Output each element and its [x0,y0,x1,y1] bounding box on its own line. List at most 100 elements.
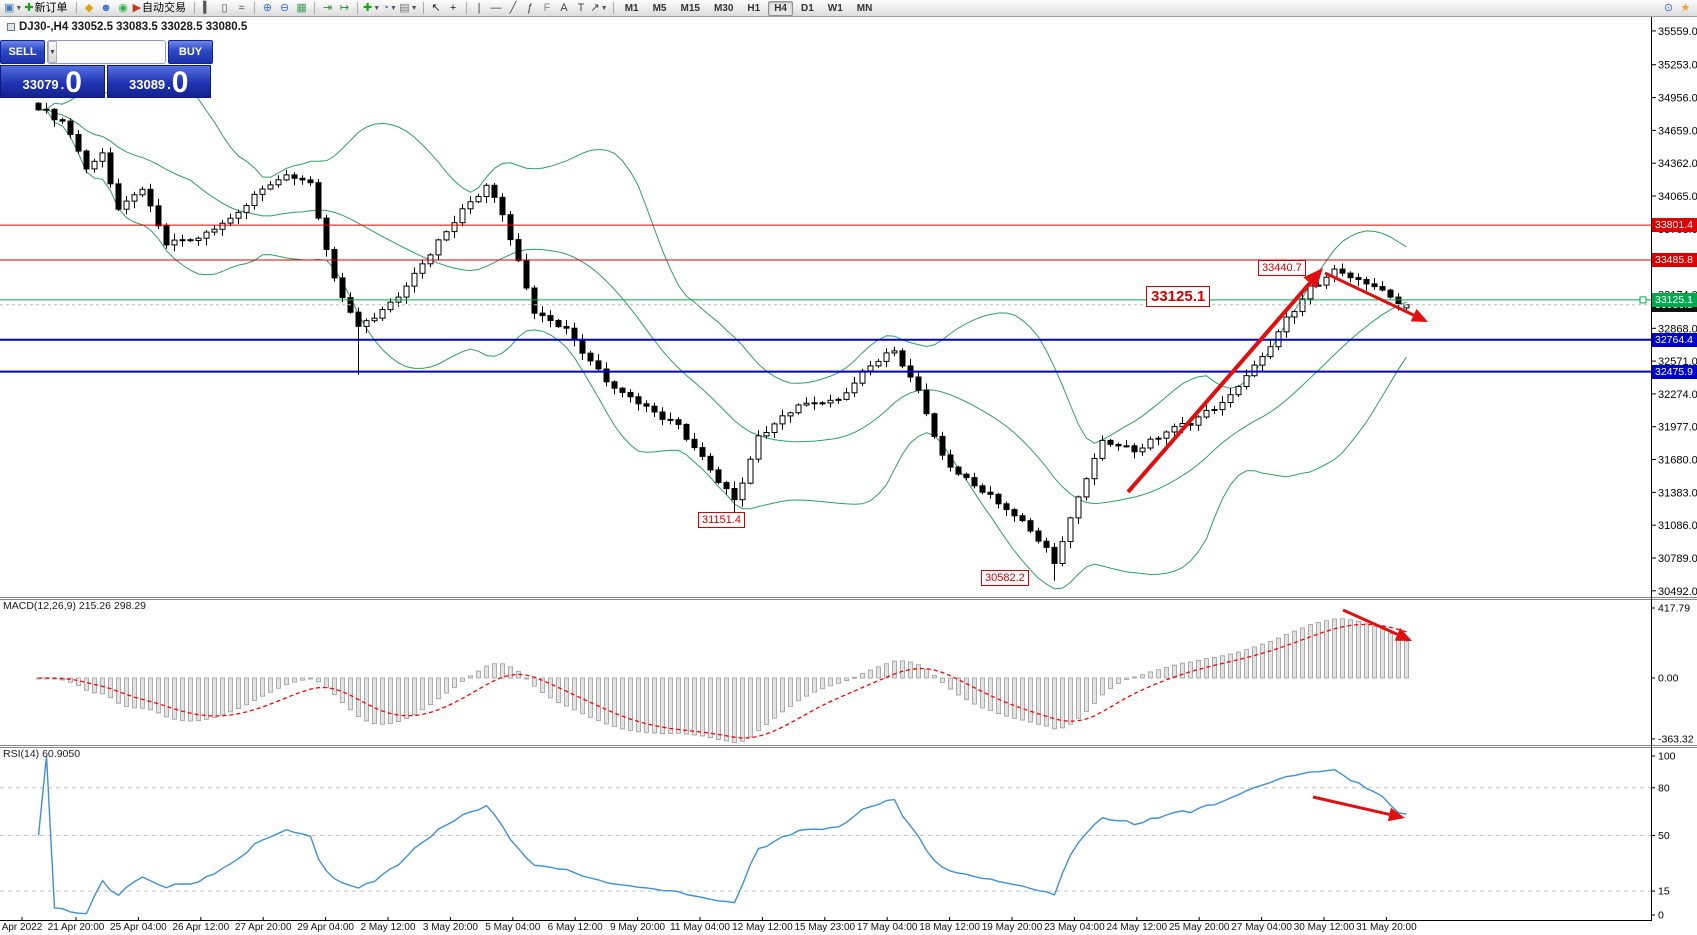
price-tick: 35559.0 [1658,26,1697,38]
price-label-31151[interactable]: 31151.4 [698,512,745,528]
lot-size-control: ▼ ▲ [47,40,166,64]
candles[interactable] [35,102,1410,581]
new-order-button[interactable]: ✚ 新订单 [24,1,68,14]
buy-price-pips: 0 [171,66,189,99]
timeframe-button-m30[interactable]: M30 [713,2,734,14]
macd-down-arrow-head [1394,628,1412,641]
price-axis[interactable]: 35559.0 35253.0 34956.0 34659.0 34362.0 34065… [1651,26,1697,598]
periods-icon[interactable]: ◔ ▼ [382,1,397,14]
autotrading-button-label: 自动交易 [142,1,187,14]
buy-price-dot: . [167,77,171,92]
bar-chart-icon[interactable]: ▍ [203,1,212,14]
timeframe-button-h4[interactable]: H4 [768,0,793,16]
horizontal-line-icon[interactable]: — [490,1,502,14]
macd-tick: 0.00 [1658,673,1679,685]
timeframe-button-m1[interactable]: M1 [624,2,639,14]
styler-icon[interactable]: ◆ [84,1,94,14]
lot-decrease-button[interactable]: ▼ [48,41,57,63]
price-tick: 33768.0 [1658,224,1697,236]
channel-icon[interactable]: F [543,1,551,14]
price-label-33440[interactable]: 33440.7 [1258,260,1306,276]
chart-window-icon[interactable]: ▣ ▼ [4,1,23,14]
timeframe-button-mn[interactable]: MN [856,2,873,14]
sell-button[interactable]: SELL [0,40,45,64]
one-click-trading-panel: SELL ▼ ▲ BUY 33079 . 0 33089 . 0 [0,40,213,98]
price-tick: 32571.0 [1658,356,1697,368]
price-tick: 32274.0 [1658,389,1697,401]
price-tick: 34659.0 [1658,125,1697,137]
chart-title-text: DJ30-,H4 33052.5 33083.5 33028.5 33080.5 [19,21,248,33]
price-tick: 31086.0 [1658,520,1697,532]
chevron-down-icon: ▼ [390,4,397,12]
timeframe-button-d1[interactable]: D1 [801,2,814,14]
lot-size-input[interactable] [56,41,165,63]
toolbar-separator [314,2,316,14]
trendline-icon[interactable]: ╱ [509,1,517,14]
timeframe-button-m15[interactable]: M15 [680,2,700,14]
indicators-icon[interactable]: ✚ ▼ [363,1,381,14]
chevron-down-icon: ▼ [373,4,381,12]
line-handle [1639,296,1647,304]
timeframe-button-m5[interactable]: M5 [652,2,667,14]
buy-price-box[interactable]: 33089 . 0 [106,65,211,99]
buy-button[interactable]: BUY [168,40,213,64]
downturn-arrow [1324,271,1415,317]
rsi-tick: 80 [1658,782,1670,794]
macd-signal-line [38,623,1407,739]
downturn-arrow-head [1410,308,1428,322]
templates-icon[interactable]: ▤ ▼ [399,1,418,14]
timeframe-button-w1[interactable]: W1 [827,2,843,14]
price-tick: 34065.0 [1658,191,1697,203]
tile-windows-icon[interactable]: ▦ [296,1,307,14]
toolbar-separator [612,2,614,14]
toolbar-separator [194,2,196,14]
toolbar: ▣ ▼ ✚ 新订单 ◆ ☻ ◉ ▶ 自动交易 ▍ ▯ ≈ ⊕ ⊖ ▦ ⇥ ↦ ✚ ▼ ◔ ▼ ▤ ▼ ↖ + | — ╱ ƒ F A T ↗ ▼ M… [0,0,1697,17]
text-label-icon[interactable]: T [577,1,585,14]
macd-histogram [36,618,1409,743]
search-icon[interactable]: ⊙ [1663,1,1674,14]
rsi-axis[interactable]: 100 80 50 15 0 [1651,751,1676,922]
price-label-33125[interactable]: 33125.1 [1146,286,1211,307]
price-tick: 35253.0 [1658,60,1697,72]
chart-title: DJ30-,H4 33052.5 33083.5 33028.5 33080.5 [7,21,247,33]
macd-tick: 417.79 [1658,603,1690,615]
rsi-down-arrow [1312,795,1390,816]
price-tick: 31383.0 [1658,487,1697,499]
uptrend-arrow-head [1303,268,1323,289]
auto-scroll-icon[interactable]: ⇥ [322,1,333,14]
signals-icon[interactable]: ◉ [118,1,128,14]
favorites-star-icon[interactable]: ★ [1680,1,1691,14]
macd-tick: -363.32 [1658,733,1694,745]
bollinger-bands [38,85,1407,590]
arrow-tools-icon[interactable]: ↗ ▼ [590,1,608,14]
chart-shift-icon[interactable]: ↦ [339,1,350,14]
sell-price: 33079 [22,77,59,92]
zoom-in-icon[interactable]: ⊕ [262,1,273,14]
timeframe-button-h1[interactable]: H1 [747,2,761,14]
toolbar-separator [465,2,467,14]
price-tick: 32868.0 [1658,323,1697,335]
sell-price-pips: 0 [65,66,82,99]
price-label-30582[interactable]: 30582.2 [981,570,1029,586]
uptrend-arrow [1126,281,1312,494]
toolbar-separator [422,2,424,14]
fibonacci-icon[interactable]: ƒ [526,1,534,14]
rsi-tick: 100 [1658,751,1676,763]
sell-price-box[interactable]: 33079 . 0 [0,65,105,98]
text-icon[interactable]: A [560,1,568,14]
autotrading-button[interactable]: ▶ 自动交易 [132,1,187,14]
line-chart-icon[interactable]: ≈ [238,1,245,14]
price-tick: 34956.0 [1658,93,1697,105]
zoom-out-icon[interactable]: ⊖ [279,1,290,14]
macd-axis[interactable]: 417.79 0.00 -363.32 [1651,603,1694,746]
candle-chart-icon[interactable]: ▯ [221,1,228,14]
price-tick: 31680.0 [1658,455,1697,467]
crosshair-icon[interactable]: + [449,1,457,14]
accounts-icon[interactable]: ☻ [100,1,112,14]
cursor-icon[interactable]: ↖ [431,1,441,14]
vertical-line-icon[interactable]: | [477,1,481,14]
toolbar-separator [75,2,77,14]
horizontal-lines[interactable] [0,224,1651,373]
trend-arrows[interactable] [1126,268,1428,822]
